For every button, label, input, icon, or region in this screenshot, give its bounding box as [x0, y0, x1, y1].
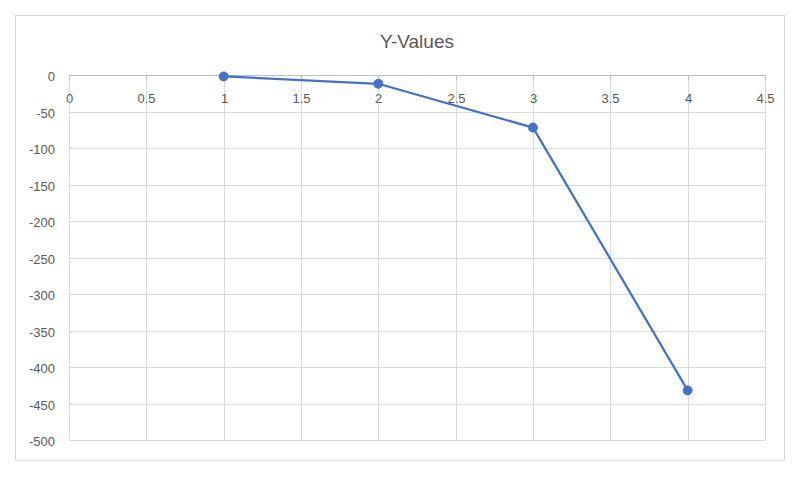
x-tick-label: 2 — [375, 91, 382, 106]
x-tick-mark — [69, 76, 70, 81]
chart-border — [16, 16, 785, 461]
data-point — [374, 79, 383, 88]
series-group — [219, 72, 692, 395]
x-grid-line — [378, 75, 379, 440]
y-tick-label: -350 — [29, 325, 55, 340]
chart-container: Y-Values 0 -50 -100 -150 -200 -250 -300 -350 -400… — [0, 0, 800, 481]
series-line — [224, 76, 688, 390]
y-tick-label: -200 — [29, 215, 55, 230]
y-grid-line — [69, 75, 765, 76]
y-tick-label: -500 — [29, 434, 55, 449]
x-grid-line — [301, 75, 302, 440]
x-grid-line — [69, 75, 70, 440]
grid — [69, 75, 766, 441]
y-tick-label: 0 — [48, 69, 55, 84]
y-tick-label: -100 — [29, 142, 55, 157]
y-grid-line — [69, 440, 765, 441]
background — [0, 0, 800, 481]
y-tick-label: -450 — [29, 398, 55, 413]
y-grid-line — [69, 294, 765, 295]
y-tick-label: -300 — [29, 288, 55, 303]
x-axis-line — [69, 75, 765, 76]
y-grid-line — [69, 404, 765, 405]
y-tick-label: -400 — [29, 361, 55, 376]
x-grid-line — [688, 75, 689, 440]
x-tick-mark — [146, 76, 147, 81]
x-tick-label: 4 — [685, 91, 692, 106]
x-tick-label: 3.5 — [601, 91, 619, 106]
y-grid-line — [69, 112, 765, 113]
y-tick-label: -250 — [29, 252, 55, 267]
y-tick-label: -150 — [29, 179, 55, 194]
y-grid-line — [69, 148, 765, 149]
y-tick-label: -50 — [36, 106, 55, 121]
x-tick-label: 1 — [221, 91, 228, 106]
data-point — [683, 386, 692, 395]
x-tick-mark — [765, 76, 766, 81]
x-tick-mark — [533, 76, 534, 81]
x-tick-label: 4.5 — [756, 91, 774, 106]
x-tick-label: 0 — [66, 91, 73, 106]
x-tick-label: 1.5 — [292, 91, 310, 106]
x-grid-line — [765, 75, 766, 440]
x-tick-mark — [456, 76, 457, 81]
x-tick-mark — [688, 76, 689, 81]
x-tick-label: 3 — [530, 91, 537, 106]
y-grid-line — [69, 185, 765, 186]
chart-title: Y-Values — [380, 31, 454, 52]
y-grid-line — [69, 221, 765, 222]
data-point — [219, 72, 228, 81]
x-tick-label: 0.5 — [137, 91, 155, 106]
chart-svg: Y-Values 0 -50 -100 -150 -200 -250 -300 -350 -400… — [0, 0, 800, 481]
x-grid-line — [146, 75, 147, 440]
x-tick-mark — [610, 76, 611, 81]
data-point — [529, 123, 538, 132]
y-grid-line — [69, 367, 765, 368]
y-grid-line — [69, 331, 765, 332]
y-grid-line — [69, 258, 765, 259]
x-grid-line — [456, 75, 457, 440]
x-grid-line — [224, 75, 225, 440]
